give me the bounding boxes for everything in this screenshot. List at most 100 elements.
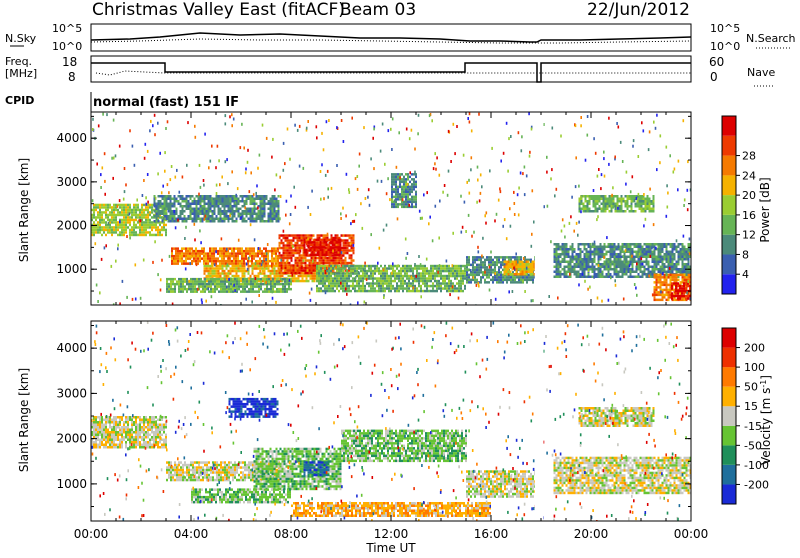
data-cell xyxy=(97,203,99,207)
data-cell xyxy=(354,289,356,293)
data-cell xyxy=(559,253,562,256)
data-cell xyxy=(223,205,226,208)
data-cell xyxy=(129,208,131,212)
data-cell xyxy=(145,208,147,212)
data-cell xyxy=(300,256,303,260)
data-cell xyxy=(683,294,685,298)
data-cell xyxy=(277,259,279,263)
data-cell xyxy=(595,245,598,248)
data-cell xyxy=(278,244,281,247)
data-cell xyxy=(288,251,291,255)
data-cell xyxy=(687,263,690,266)
data-cell xyxy=(599,275,602,278)
data-cell xyxy=(249,212,252,215)
data-cell xyxy=(661,283,664,287)
data-cell xyxy=(595,263,598,266)
data-cell xyxy=(304,264,307,267)
data-cell xyxy=(324,282,326,285)
data-cell xyxy=(239,247,241,250)
data-cell xyxy=(468,276,470,279)
data-cell xyxy=(621,275,624,278)
data-cell xyxy=(333,238,336,242)
data-cell xyxy=(115,213,117,217)
data-cell xyxy=(565,243,568,246)
data-cell xyxy=(625,260,628,263)
data-cell xyxy=(171,202,174,205)
data-cell xyxy=(645,268,648,271)
data-cell xyxy=(203,197,206,200)
data-cell xyxy=(498,266,500,269)
data-cell xyxy=(681,284,683,288)
data-cell xyxy=(231,215,234,218)
data-cell xyxy=(346,289,348,293)
data-cell xyxy=(589,253,592,256)
data-cell xyxy=(422,289,424,293)
data-cell xyxy=(175,207,178,210)
data-cell xyxy=(259,207,262,210)
data-cell xyxy=(432,272,434,275)
data-cell xyxy=(266,290,268,293)
data-cell xyxy=(170,280,172,283)
data-cell xyxy=(350,254,353,257)
data-cell xyxy=(673,276,676,279)
data-cell xyxy=(370,284,372,288)
data-cell xyxy=(119,231,121,234)
data-cell xyxy=(454,289,456,293)
data-cell xyxy=(555,250,558,253)
data-cell xyxy=(330,269,332,273)
data-cell xyxy=(302,266,305,270)
data-cell xyxy=(386,287,388,290)
data-cell xyxy=(197,200,200,203)
data-cell xyxy=(325,241,328,244)
data-cell xyxy=(151,208,153,212)
data-cell xyxy=(565,253,568,256)
data-cell xyxy=(386,277,388,280)
data-cell xyxy=(683,248,686,251)
data-cell xyxy=(133,228,135,232)
data-cell xyxy=(153,205,156,208)
data-cell xyxy=(408,282,410,285)
data-cell xyxy=(286,266,289,270)
data-cell xyxy=(611,255,614,258)
data-cell xyxy=(265,202,268,205)
data-cell xyxy=(155,220,158,223)
data-cell xyxy=(259,259,261,263)
data-cell xyxy=(121,226,123,229)
data-cell xyxy=(256,285,258,288)
data-cell xyxy=(313,246,316,249)
data-cell xyxy=(452,272,454,275)
data-cell xyxy=(115,216,117,219)
data-cell xyxy=(466,268,468,272)
data-cell xyxy=(488,268,490,272)
data-cell xyxy=(663,278,666,282)
data-cell xyxy=(627,248,630,251)
data-cell xyxy=(312,266,315,270)
data-cell xyxy=(444,274,446,278)
data-cell xyxy=(617,243,620,246)
data-cell xyxy=(667,273,670,277)
data-cell xyxy=(422,279,424,283)
data-cell xyxy=(669,250,672,253)
data-cell xyxy=(647,250,650,253)
data-cell xyxy=(288,249,291,252)
data-cell xyxy=(99,231,101,234)
data-cell xyxy=(530,276,532,279)
data-cell xyxy=(418,289,420,293)
data-cell xyxy=(593,268,596,271)
freq-label: Freq. xyxy=(5,55,32,68)
data-cell xyxy=(338,284,340,288)
data-cell xyxy=(601,255,604,258)
data-cell xyxy=(294,256,297,260)
data-cell xyxy=(380,264,382,268)
data-cell xyxy=(382,272,384,275)
data-cell xyxy=(528,258,530,262)
data-cell xyxy=(452,274,454,278)
data-cell xyxy=(402,284,404,288)
data-cell xyxy=(306,259,309,262)
data-cell xyxy=(616,197,619,200)
data-cell xyxy=(235,264,238,268)
data-cell xyxy=(231,254,233,258)
data-cell xyxy=(474,261,476,264)
data-cell xyxy=(490,273,492,277)
data-cell xyxy=(205,195,208,198)
